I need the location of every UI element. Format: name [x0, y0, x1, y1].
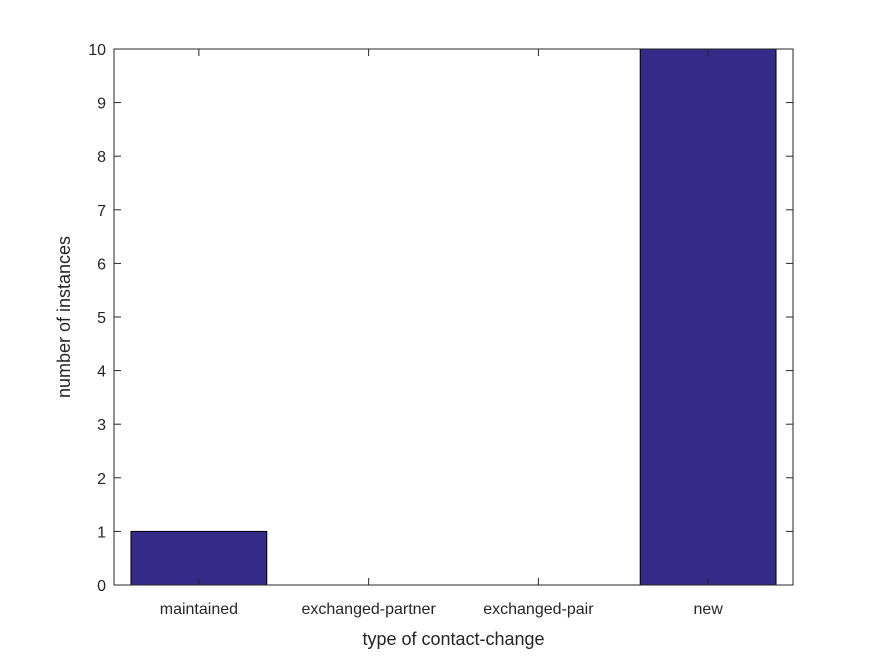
- bars: [130, 48, 777, 586]
- y-tick-label: 3: [97, 417, 106, 434]
- y-tick-label: 1: [97, 524, 106, 541]
- ticks: maintained exchanged-partner exchanged-pai…: [88, 42, 793, 618]
- y-tick-label: 9: [97, 96, 106, 113]
- y-tick-label: 5: [97, 310, 106, 327]
- x-tick-label: maintained: [160, 601, 238, 618]
- x-axis-label: type of contact-change: [362, 629, 544, 649]
- bar-maintained: [130, 530, 268, 586]
- x-tick-label: exchanged-partner: [301, 601, 436, 618]
- y-tick-label: 10: [88, 42, 106, 59]
- axes-box: [113, 48, 794, 586]
- x-tick-label: new: [693, 601, 723, 618]
- y-tick-label: 7: [97, 203, 106, 220]
- y-axis-label: number of instances: [54, 236, 74, 398]
- y-tick-label: 0: [97, 578, 106, 595]
- y-tick-label: 4: [97, 364, 106, 381]
- x-tick-label: exchanged-pair: [483, 601, 594, 618]
- bar-new: [639, 48, 777, 586]
- y-tick-label: 8: [97, 149, 106, 166]
- y-tick-label: 2: [97, 471, 106, 488]
- y-tick-label: 6: [97, 256, 106, 273]
